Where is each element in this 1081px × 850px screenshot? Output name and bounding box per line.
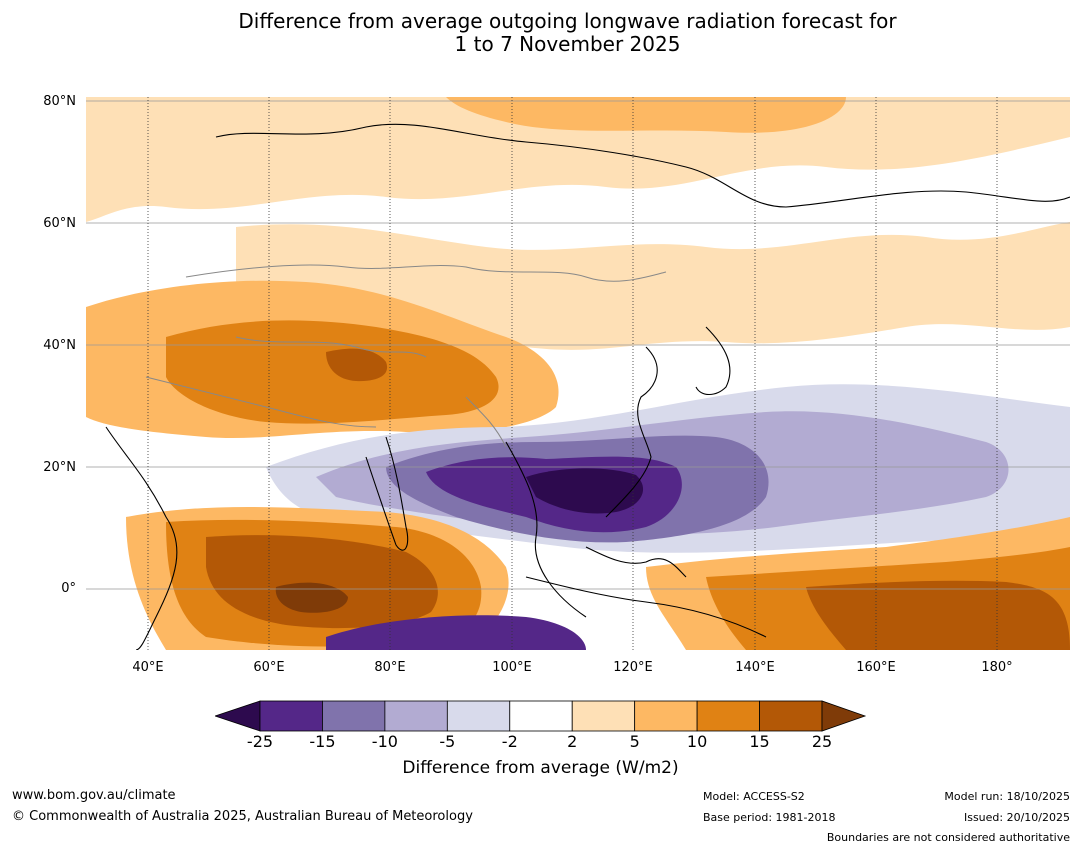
lat-label-60n: 60°N	[43, 216, 76, 231]
lon-label-40e: 40°E	[132, 660, 164, 675]
colorbar-tick-label: 5	[629, 732, 640, 751]
anomaly-region-arctic-orange	[446, 97, 846, 133]
lon-label-100e: 100°E	[492, 660, 532, 675]
lat-label-80n: 80°N	[43, 94, 76, 109]
olr-anomaly-map	[86, 97, 1070, 650]
lon-label-80e: 80°E	[374, 660, 406, 675]
lon-label-120e: 120°E	[613, 660, 653, 675]
anomaly-region-equatorial-purple	[326, 615, 586, 650]
colorbar-arrow-high	[821, 700, 867, 732]
footer-copyright: © Commonwealth of Australia 2025, Austra…	[12, 809, 473, 824]
lat-label-20n: 20°N	[43, 460, 76, 475]
colorbar-segment	[446, 700, 511, 732]
colorbar-tick-label: 10	[686, 732, 708, 751]
title-line-2: 1 to 7 November 2025	[454, 32, 681, 56]
latitude-gridlines	[86, 100, 1070, 590]
anomaly-region-central-asia-core	[166, 320, 499, 424]
colorbar-segment	[384, 700, 448, 732]
anomaly-region-indian-ocean-peak	[206, 535, 438, 629]
lon-label-140e: 140°E	[735, 660, 775, 675]
colorbar-tick-label: 25	[811, 732, 833, 751]
footer-website[interactable]: www.bom.gov.au/climate	[12, 788, 176, 803]
lat-label-40n: 40°N	[43, 338, 76, 353]
footer-base-period: Base period: 1981-2018	[703, 811, 836, 824]
colorbar	[215, 700, 867, 732]
map-canvas	[86, 97, 1070, 650]
colorbar-segment	[571, 700, 636, 732]
colorbar-tick-label: -15	[309, 732, 336, 751]
anomaly-region-central-asia-peak	[326, 348, 388, 382]
chart-title: Difference from average outgoing longwav…	[0, 10, 1081, 56]
colorbar-segment	[759, 700, 823, 732]
colorbar-segment	[509, 700, 573, 732]
anomaly-region-pacific-peak	[806, 580, 1070, 650]
colorbar-tick-label: -10	[371, 732, 398, 751]
longitude-gridlines	[147, 97, 998, 650]
footer-disclaimer: Boundaries are not considered authoritat…	[826, 831, 1070, 844]
lon-label-180: 180°	[981, 660, 1013, 675]
lat-label-equator: 0°	[61, 581, 76, 596]
anomaly-region-north-light	[86, 97, 1070, 222]
lon-label-160e: 160°E	[856, 660, 896, 675]
footer-issued: Issued: 20/10/2025	[963, 811, 1070, 824]
title-line-1: Difference from average outgoing longwav…	[238, 9, 897, 33]
country-borders	[145, 264, 667, 448]
coastlines	[105, 123, 1070, 650]
anomaly-region-asia-negative-extreme	[526, 468, 644, 514]
colorbar-tick-label: 15	[749, 732, 770, 751]
colorbar-segment	[696, 700, 760, 732]
colorbar-segment	[259, 700, 323, 732]
colorbar-tick-label: -2	[501, 732, 518, 751]
colorbar-tick-label: 2	[567, 732, 578, 751]
colorbar-segment	[634, 700, 698, 732]
colorbar-arrow-low	[215, 700, 261, 732]
footer-model-run: Model run: 18/10/2025	[944, 790, 1070, 803]
colorbar-tick-label: -5	[439, 732, 456, 751]
colorbar-tick-label: -25	[246, 732, 274, 751]
colorbar-segment	[322, 700, 386, 732]
colorbar-label: Difference from average (W/m2)	[402, 758, 679, 778]
footer-model: Model: ACCESS-S2	[703, 790, 805, 803]
lon-label-60e: 60°E	[253, 660, 285, 675]
anomaly-region-indian-ocean-extreme	[275, 582, 348, 613]
